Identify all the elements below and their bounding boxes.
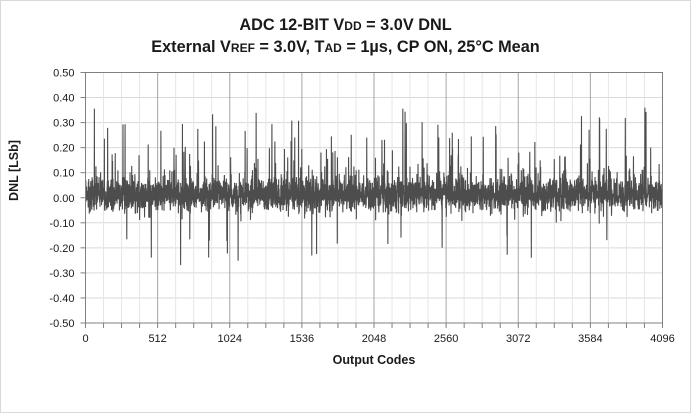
svg-text:-0.10: -0.10 (49, 218, 74, 230)
svg-text:DNL [LSb]: DNL [LSb] (7, 140, 21, 201)
svg-text:-0.20: -0.20 (49, 243, 74, 255)
svg-text:3072: 3072 (506, 333, 530, 345)
svg-text:0.00: 0.00 (53, 193, 74, 205)
svg-text:0.30: 0.30 (53, 118, 74, 130)
svg-text:4096: 4096 (650, 333, 674, 345)
svg-text:512: 512 (148, 333, 166, 345)
svg-text:0.40: 0.40 (53, 93, 74, 105)
svg-text:-0.30: -0.30 (49, 268, 74, 280)
svg-text:0.10: 0.10 (53, 168, 74, 180)
svg-text:-0.50: -0.50 (49, 318, 74, 330)
svg-text:1024: 1024 (218, 333, 242, 345)
svg-text:3584: 3584 (578, 333, 602, 345)
svg-text:2048: 2048 (362, 333, 386, 345)
svg-text:0.50: 0.50 (53, 68, 74, 80)
svg-text:1536: 1536 (290, 333, 314, 345)
svg-text:-0.40: -0.40 (49, 293, 74, 305)
svg-text:2560: 2560 (434, 333, 458, 345)
svg-text:0: 0 (82, 333, 88, 345)
svg-text:Output Codes: Output Codes (333, 353, 416, 367)
svg-text:0.20: 0.20 (53, 143, 74, 155)
